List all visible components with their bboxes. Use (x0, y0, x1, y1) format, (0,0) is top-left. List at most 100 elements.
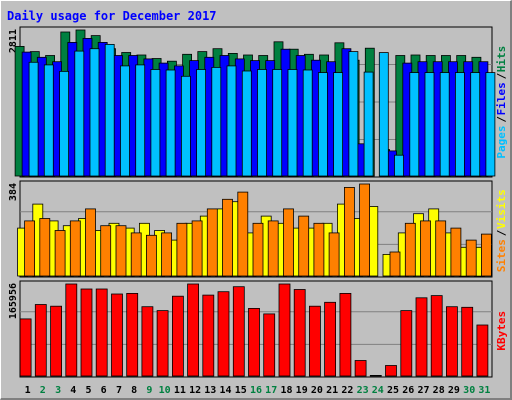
x-tick-label: 19 (296, 385, 308, 396)
chart-title: Daily usage for December 2017 (7, 9, 217, 23)
bar-kbytes-day-19 (293, 289, 306, 377)
legend-files: Files (495, 82, 508, 115)
bar-kbytes-day-2 (34, 304, 47, 377)
bar-pages-day-15 (241, 70, 252, 177)
bar-kbytes-day-17 (263, 313, 276, 377)
bar-kbytes-day-29 (445, 306, 458, 377)
bar-pages-day-24 (378, 52, 389, 177)
bar-sites-day-11 (176, 222, 188, 277)
x-tick-label: 3 (55, 385, 61, 396)
bar-pages-day-16 (257, 69, 267, 177)
bar-kbytes-day-16 (248, 307, 260, 377)
bar-pages-day-29 (454, 72, 465, 177)
bar-pages-day-7 (120, 65, 130, 177)
x-tick-label: 5 (85, 385, 91, 396)
x-tick-label: 9 (146, 385, 152, 396)
bar-kbytes-day-23 (354, 360, 367, 377)
x-tick-label: 25 (387, 385, 399, 396)
x-tick-label: 16 (250, 385, 262, 396)
bar-pages-day-28 (439, 72, 450, 177)
bar-pages-day-11 (180, 75, 191, 177)
bar-kbytes-day-18 (278, 283, 291, 377)
x-tick-label: 27 (417, 385, 429, 396)
bar-sites-day-1 (24, 220, 36, 277)
bar-kbytes-day-10 (156, 310, 169, 377)
bar-pages-day-30 (470, 72, 481, 177)
bar-kbytes-day-11 (171, 295, 184, 377)
y-max-label: 384 (8, 183, 19, 201)
bar-pages-day-3 (59, 71, 69, 177)
bar-pages-day-18 (287, 69, 298, 177)
bar-kbytes-day-6 (95, 288, 108, 377)
x-tick-label: 17 (265, 385, 277, 396)
bar-sites-day-27 (420, 220, 431, 277)
bar-sites-day-6 (100, 225, 112, 277)
bar-kbytes-day-26 (400, 310, 413, 377)
x-tick-label: 20 (311, 385, 323, 396)
bar-kbytes-day-20 (308, 305, 321, 377)
bar-pages-day-1 (28, 61, 39, 177)
x-tick-label: 31 (478, 385, 490, 396)
bar-sites-day-9 (145, 234, 157, 277)
x-tick-label: 8 (131, 385, 137, 396)
bar-kbytes-day-15 (232, 286, 245, 377)
bar-sites-day-17 (267, 220, 279, 277)
legend-pages: Pages (495, 125, 508, 158)
x-tick-label: 30 (463, 385, 475, 396)
x-tick-label: 4 (70, 385, 76, 396)
bar-pages-day-13 (211, 67, 222, 177)
bar-kbytes-day-12 (187, 283, 200, 377)
bar-pages-day-19 (302, 69, 313, 177)
legend-kbytes: KBytes (495, 311, 508, 351)
x-tick-label: 23 (357, 385, 369, 396)
bar-sites-day-8 (130, 232, 142, 277)
bar-sites-day-4 (69, 220, 81, 277)
bar-sites-day-14 (222, 198, 233, 277)
bar-kbytes-day-4 (65, 283, 78, 377)
x-tick-label: 26 (402, 385, 414, 396)
bar-sites-day-28 (435, 220, 447, 277)
x-tick-label: 29 (448, 385, 460, 396)
bar-pages-day-4 (74, 50, 85, 177)
bar-pages-day-6 (104, 44, 115, 177)
legend-separator: / (495, 229, 508, 236)
bar-kbytes-day-27 (415, 297, 428, 377)
bar-pages-day-12 (196, 69, 207, 177)
bar-pages-day-10 (165, 69, 176, 177)
bar-kbytes-day-7 (111, 293, 123, 377)
bar-pages-day-2 (43, 64, 54, 177)
bar-sites-day-12 (191, 220, 203, 277)
bar-kbytes-day-25 (385, 365, 397, 377)
bar-kbytes-day-31 (476, 324, 489, 377)
bar-sites-day-3 (54, 230, 66, 277)
bar-kbytes-day-22 (339, 292, 352, 377)
bar-sites-day-5 (85, 208, 96, 277)
bar-pages-day-5 (89, 48, 100, 177)
bar-kbytes-day-28 (430, 295, 443, 377)
x-tick-label: 2 (40, 385, 46, 396)
bar-kbytes-day-13 (202, 294, 215, 377)
x-tick-label: 13 (204, 385, 216, 396)
bar-sites-day-25 (389, 251, 401, 277)
bar-sites-day-16 (252, 222, 264, 277)
bar-pages-day-20 (317, 72, 328, 177)
legend-separator: / (495, 116, 508, 123)
bar-sites-day-26 (404, 222, 416, 277)
x-tick-label: 11 (174, 385, 186, 396)
bar-pages-day-23 (363, 71, 374, 177)
bar-sites-day-20 (313, 222, 325, 277)
bar-sites-day-10 (161, 232, 173, 277)
bar-sites-day-23 (359, 183, 371, 277)
x-tick-label: 6 (101, 385, 107, 396)
bar-sites-day-15 (237, 191, 249, 277)
bar-pages-day-9 (150, 69, 161, 177)
legend-visits: Visits (495, 189, 508, 229)
y-max-label: 165956 (8, 283, 19, 319)
bar-kbytes-day-5 (80, 288, 93, 377)
bar-sites-day-22 (343, 186, 355, 277)
bar-kbytes-day-24 (369, 374, 382, 377)
legend-separator: / (495, 72, 508, 79)
bar-pages-day-27 (424, 72, 435, 177)
